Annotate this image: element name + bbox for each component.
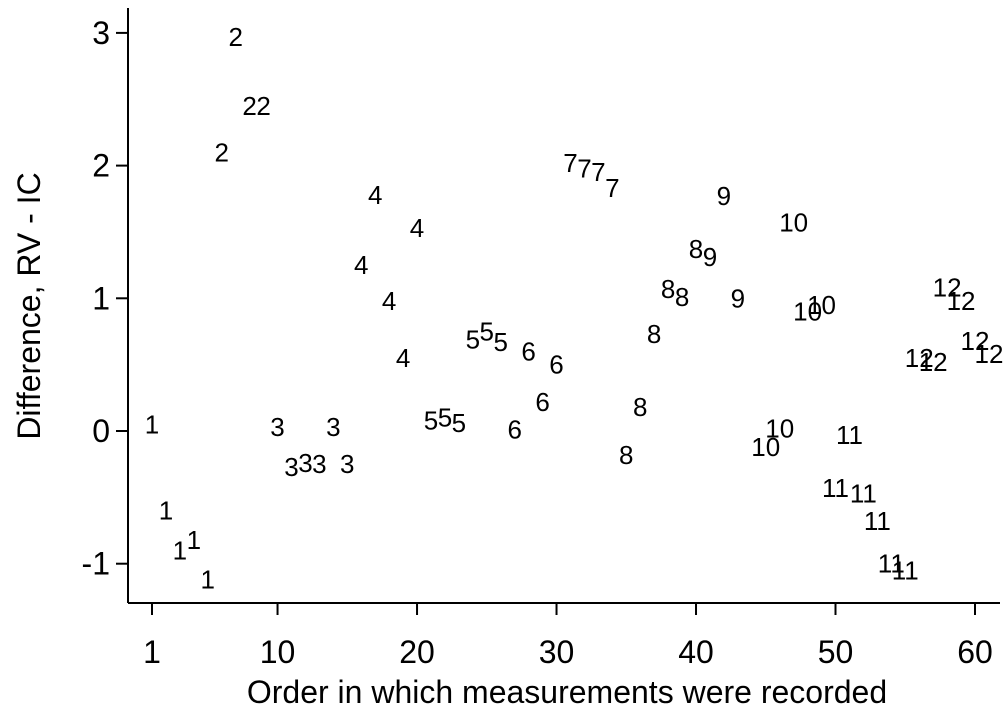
x-tick-label: 60 (957, 634, 993, 670)
data-point-label: 6 (521, 336, 535, 366)
x-tick-label: 10 (260, 634, 296, 670)
data-point-label: 7 (591, 157, 605, 187)
data-point-label: 5 (493, 327, 507, 357)
data-point-label: 8 (675, 282, 689, 312)
data-point-label: 4 (382, 286, 396, 316)
data-point-label: 11 (836, 420, 863, 450)
data-point-label: 11 (892, 555, 919, 585)
data-point-label: 4 (354, 250, 368, 280)
data-point-label: 3 (326, 412, 340, 442)
data-point-label: 4 (368, 180, 382, 210)
data-point-label: 7 (563, 148, 577, 178)
data-point-label: 11 (864, 506, 891, 536)
data-point-label: 3 (284, 452, 298, 482)
y-tick-label: 1 (92, 280, 110, 316)
data-point-label: 1 (145, 409, 159, 439)
data-point-label: 5 (452, 408, 466, 438)
data-point-label: 12 (947, 286, 976, 316)
data-point-label: 8 (661, 274, 675, 304)
data-point-label: 1 (201, 565, 215, 595)
x-tick-label: 20 (399, 634, 435, 670)
data-point-label: 3 (298, 448, 312, 478)
y-tick-label: 3 (92, 15, 110, 51)
data-point-label: 11 (878, 549, 905, 579)
x-tick-label: 30 (539, 634, 575, 670)
data-point-label: 12 (919, 347, 948, 377)
data-point-label: 1 (159, 496, 173, 526)
y-axis-title: Difference, RV - IC (11, 172, 47, 439)
data-point-label: 6 (549, 350, 563, 380)
data-point-label: 9 (731, 283, 745, 313)
data-point-label: 7 (605, 173, 619, 203)
data-point-label: 5 (466, 324, 480, 354)
data-point-label: 3 (340, 449, 354, 479)
data-point-label: 10 (751, 432, 780, 462)
data-point-label: 4 (410, 213, 424, 243)
data-point-label: 10 (779, 208, 808, 238)
data-point-label: 2 (242, 91, 256, 121)
x-tick-label: 40 (678, 634, 714, 670)
data-point-label: 3 (270, 412, 284, 442)
data-point-label: 5 (480, 316, 494, 346)
data-point-label: 7 (577, 153, 591, 183)
x-axis-title: Order in which measurements were recorde… (247, 674, 887, 710)
y-tick-label: -1 (82, 546, 110, 582)
data-point-label: 8 (619, 440, 633, 470)
data-point-label: 8 (689, 234, 703, 264)
data-point-label: 12 (961, 326, 990, 356)
data-point-label: 3 (312, 449, 326, 479)
x-tick-label: 1 (143, 634, 161, 670)
data-point-label: 2 (256, 91, 270, 121)
data-point-label: 2 (228, 22, 242, 52)
data-point-label: 5 (424, 405, 438, 435)
data-point-label: 9 (717, 181, 731, 211)
data-point-label: 12 (933, 273, 962, 303)
data-point-label: 8 (633, 392, 647, 422)
data-point-label: 12 (905, 343, 934, 373)
data-point-label: 2 (215, 137, 229, 167)
data-point-label: 5 (438, 403, 452, 433)
data-point-label: 11 (822, 473, 849, 503)
data-point-label: 4 (396, 343, 410, 373)
data-point-label: 1 (187, 525, 201, 555)
data-point-label: 1 (173, 535, 187, 565)
data-point-label: 9 (703, 242, 717, 272)
data-point-label: 11 (850, 478, 877, 508)
data-point-label: 6 (507, 415, 521, 445)
data-point-label: 10 (793, 297, 822, 327)
data-point-label: 6 (535, 387, 549, 417)
data-point-label: 8 (647, 319, 661, 349)
data-point-label: 10 (765, 413, 794, 443)
y-tick-label: 0 (92, 413, 110, 449)
x-tick-label: 50 (818, 634, 854, 670)
y-tick-label: 2 (92, 148, 110, 184)
data-point-label: 12 (974, 339, 1003, 369)
data-point-label: 10 (807, 290, 836, 320)
